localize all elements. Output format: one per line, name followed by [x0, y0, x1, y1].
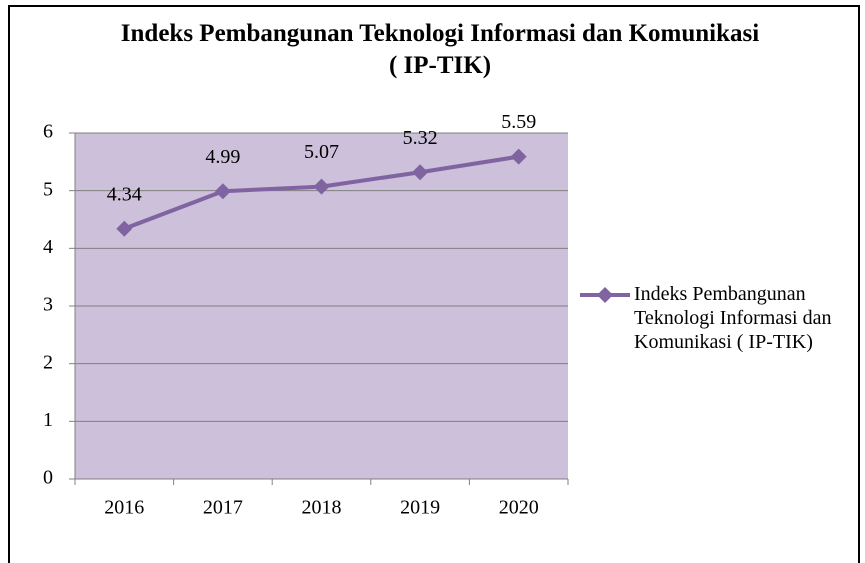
data-point [412, 164, 429, 181]
y-tick-label: 1 [43, 409, 53, 431]
x-tick-label: 2017 [203, 497, 243, 519]
y-tick-label: 6 [43, 121, 53, 143]
x-tick-label: 2019 [400, 497, 440, 519]
data-point [510, 148, 527, 165]
data-label: 5.59 [501, 111, 536, 133]
data-label: 5.07 [304, 141, 339, 163]
data-label: 5.32 [403, 127, 438, 149]
y-tick-label: 0 [43, 467, 53, 489]
data-point [313, 178, 330, 195]
y-tick-label: 5 [43, 178, 53, 200]
legend-label: Indeks Pembangunan Teknologi Informasi d… [634, 283, 832, 353]
data-label: 4.34 [107, 183, 142, 205]
data-point [214, 183, 231, 200]
x-tick-label: 2016 [104, 497, 144, 519]
x-tick-label: 2020 [499, 497, 539, 519]
data-label: 4.99 [205, 146, 240, 168]
legend-marker [597, 287, 613, 303]
y-tick-label: 2 [43, 351, 53, 373]
y-tick-label: 4 [43, 236, 53, 258]
y-tick-label: 3 [43, 294, 53, 316]
chart-title: Indeks Pembangunan Teknologi Informasi d… [120, 20, 760, 79]
data-point [116, 220, 133, 237]
x-tick-label: 2018 [302, 497, 342, 519]
